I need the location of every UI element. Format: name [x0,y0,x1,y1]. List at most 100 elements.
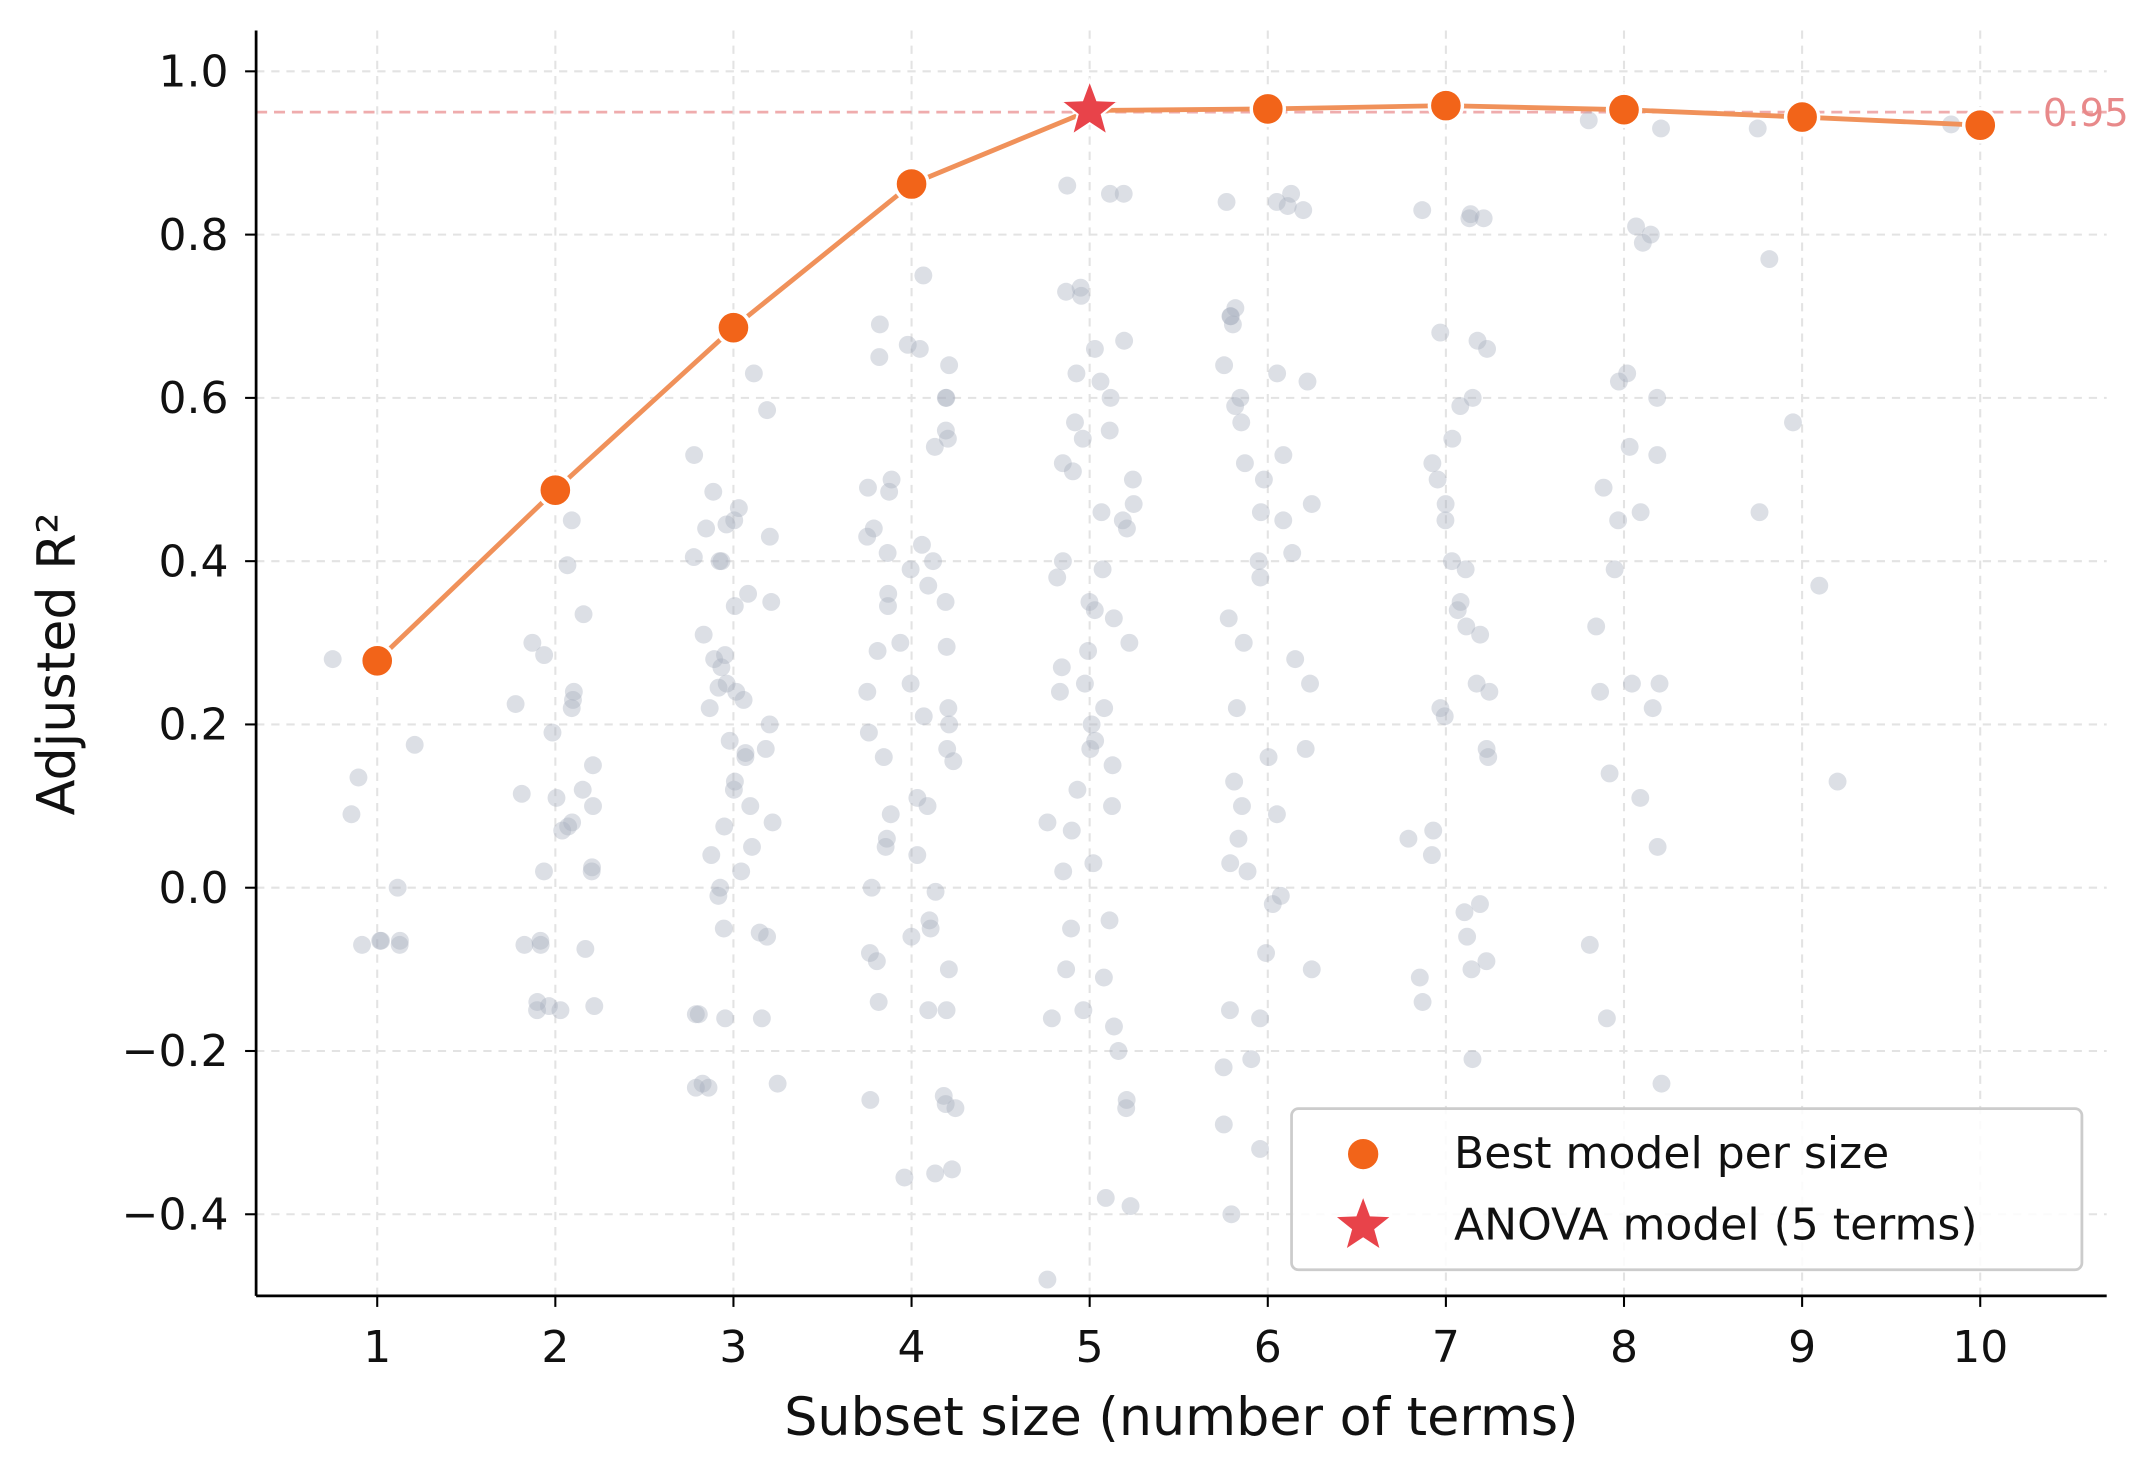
subset-point [584,756,602,775]
subset-point [939,960,958,979]
subset-point [918,797,937,816]
subset-point [531,935,550,954]
subset-point [934,1086,953,1105]
subset-point [1222,1205,1241,1224]
subset-point [879,597,897,616]
subset-point [919,1001,938,1020]
subset-point [700,699,719,718]
subset-point [1062,919,1081,938]
subset-point [1652,1074,1671,1093]
subset-point [582,862,601,881]
subset-point [1221,307,1240,326]
subset-point [1810,576,1829,595]
subset-point [1302,495,1321,513]
subset-point [1223,315,1242,334]
grid [256,30,2107,1296]
subset-point [1302,960,1321,979]
subset-point [1301,674,1319,693]
subset-point [1641,225,1660,244]
y-tick-label: −0.2 [122,1026,229,1077]
subset-point [1053,552,1072,571]
best-model-series [358,77,1999,680]
subset-point [1219,609,1238,628]
subset-point [1227,699,1246,718]
subset-point [1100,184,1119,203]
subset-point [1600,764,1619,783]
subset-point [1104,609,1123,628]
subset-point [936,388,955,407]
subset-point [1597,1009,1616,1028]
legend: Best model per size ANOVA model (5 terms… [1290,1107,2084,1272]
subset-point [1100,421,1119,440]
subset-point [342,805,361,824]
subset-point [563,813,582,832]
subset-point [562,699,581,718]
subset-point [553,821,572,840]
subset-point [1057,282,1075,301]
subset-point [712,658,731,677]
subset-point [1410,968,1429,987]
subset-point [898,335,917,354]
subset-point [758,401,777,420]
subset-point [1271,886,1290,905]
subset-point [901,560,920,579]
subset-point [756,739,775,758]
subset-point [869,993,888,1011]
subset-point [535,646,554,664]
subset-point [702,846,721,865]
subset-point [895,1168,914,1187]
subset-point [876,837,895,856]
subset-point [1413,201,1432,220]
x-tick-label: 4 [898,1322,926,1373]
subset-point [1231,388,1250,407]
subset-point [936,593,955,611]
subset-point [1234,633,1253,652]
subset-point [861,1091,880,1109]
subset-point [1283,544,1302,562]
subset-point [1091,372,1110,391]
subset-point [709,678,728,697]
subset-point [938,739,957,758]
subset-point [1074,1001,1093,1020]
subset-point [881,805,900,824]
subset-point [736,748,755,767]
subset-point [715,817,734,836]
subset-point [1124,495,1143,513]
x-tick-label: 5 [1076,1322,1104,1373]
subset-point [390,931,409,950]
subset-point [1648,837,1667,856]
subset-point [551,1001,570,1020]
subset-point [704,482,723,501]
y-tick-label: −0.4 [122,1189,229,1240]
subset-point [1631,788,1650,807]
subset-point [1048,568,1067,587]
subset-point [699,1078,718,1097]
subset-point [390,935,409,954]
y-axis-label: Adjusted R² [26,512,87,815]
best-model-point [715,309,752,346]
subset-point [1249,552,1268,571]
subset-point [1081,739,1100,758]
subset-point [1054,862,1073,881]
subset-point [1480,682,1499,701]
x-tick-label: 2 [541,1322,569,1373]
subset-point [1103,756,1122,775]
subset-point [323,650,342,669]
subset-point [689,1005,708,1024]
subset-point [901,674,920,693]
subset-point [1226,397,1245,416]
subset-point [573,780,592,799]
subset-point [914,707,933,726]
subset-point [697,519,716,538]
subset-point [564,690,582,709]
subset-point [908,846,927,865]
subset-point [1071,278,1090,297]
subset-point [1226,299,1245,318]
subset-point [1428,470,1447,489]
subset-point [1605,560,1624,579]
subset-point [1478,339,1497,358]
subset-point [1451,593,1470,611]
subset-point [694,625,713,644]
subset-point [1298,372,1317,391]
subset-point [760,527,779,546]
